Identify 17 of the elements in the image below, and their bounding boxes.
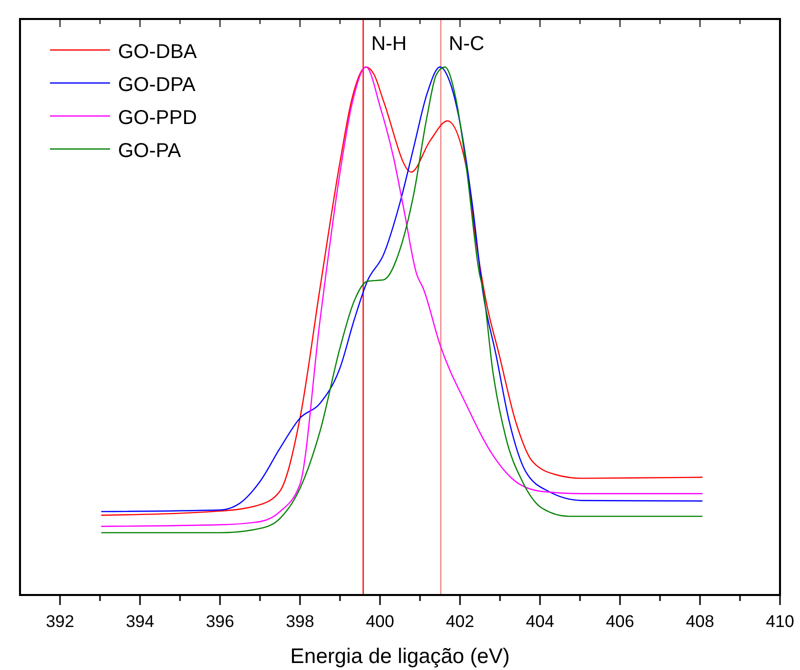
- legend-label: GO-PPD: [118, 107, 197, 129]
- x-tick-label: 400: [366, 612, 394, 631]
- ref-line-label: N-C: [448, 33, 484, 55]
- ref-line-label: N-H: [371, 33, 407, 55]
- x-tick-label: 408: [686, 612, 714, 631]
- x-tick-label: 392: [46, 612, 74, 631]
- legend-label: GO-PA: [118, 140, 182, 162]
- x-tick-label: 396: [206, 612, 234, 631]
- x-tick-label: 394: [126, 612, 154, 631]
- legend-label: GO-DPA: [118, 74, 196, 96]
- x-tick-label: 398: [286, 612, 314, 631]
- legend-label: GO-DBA: [118, 41, 198, 63]
- x-axis-title: Energia de ligação (eV): [290, 645, 510, 668]
- x-tick-label: 410: [766, 612, 794, 631]
- x-tick-label: 404: [526, 612, 554, 631]
- x-tick-label: 402: [446, 612, 474, 631]
- x-tick-label: 406: [606, 612, 634, 631]
